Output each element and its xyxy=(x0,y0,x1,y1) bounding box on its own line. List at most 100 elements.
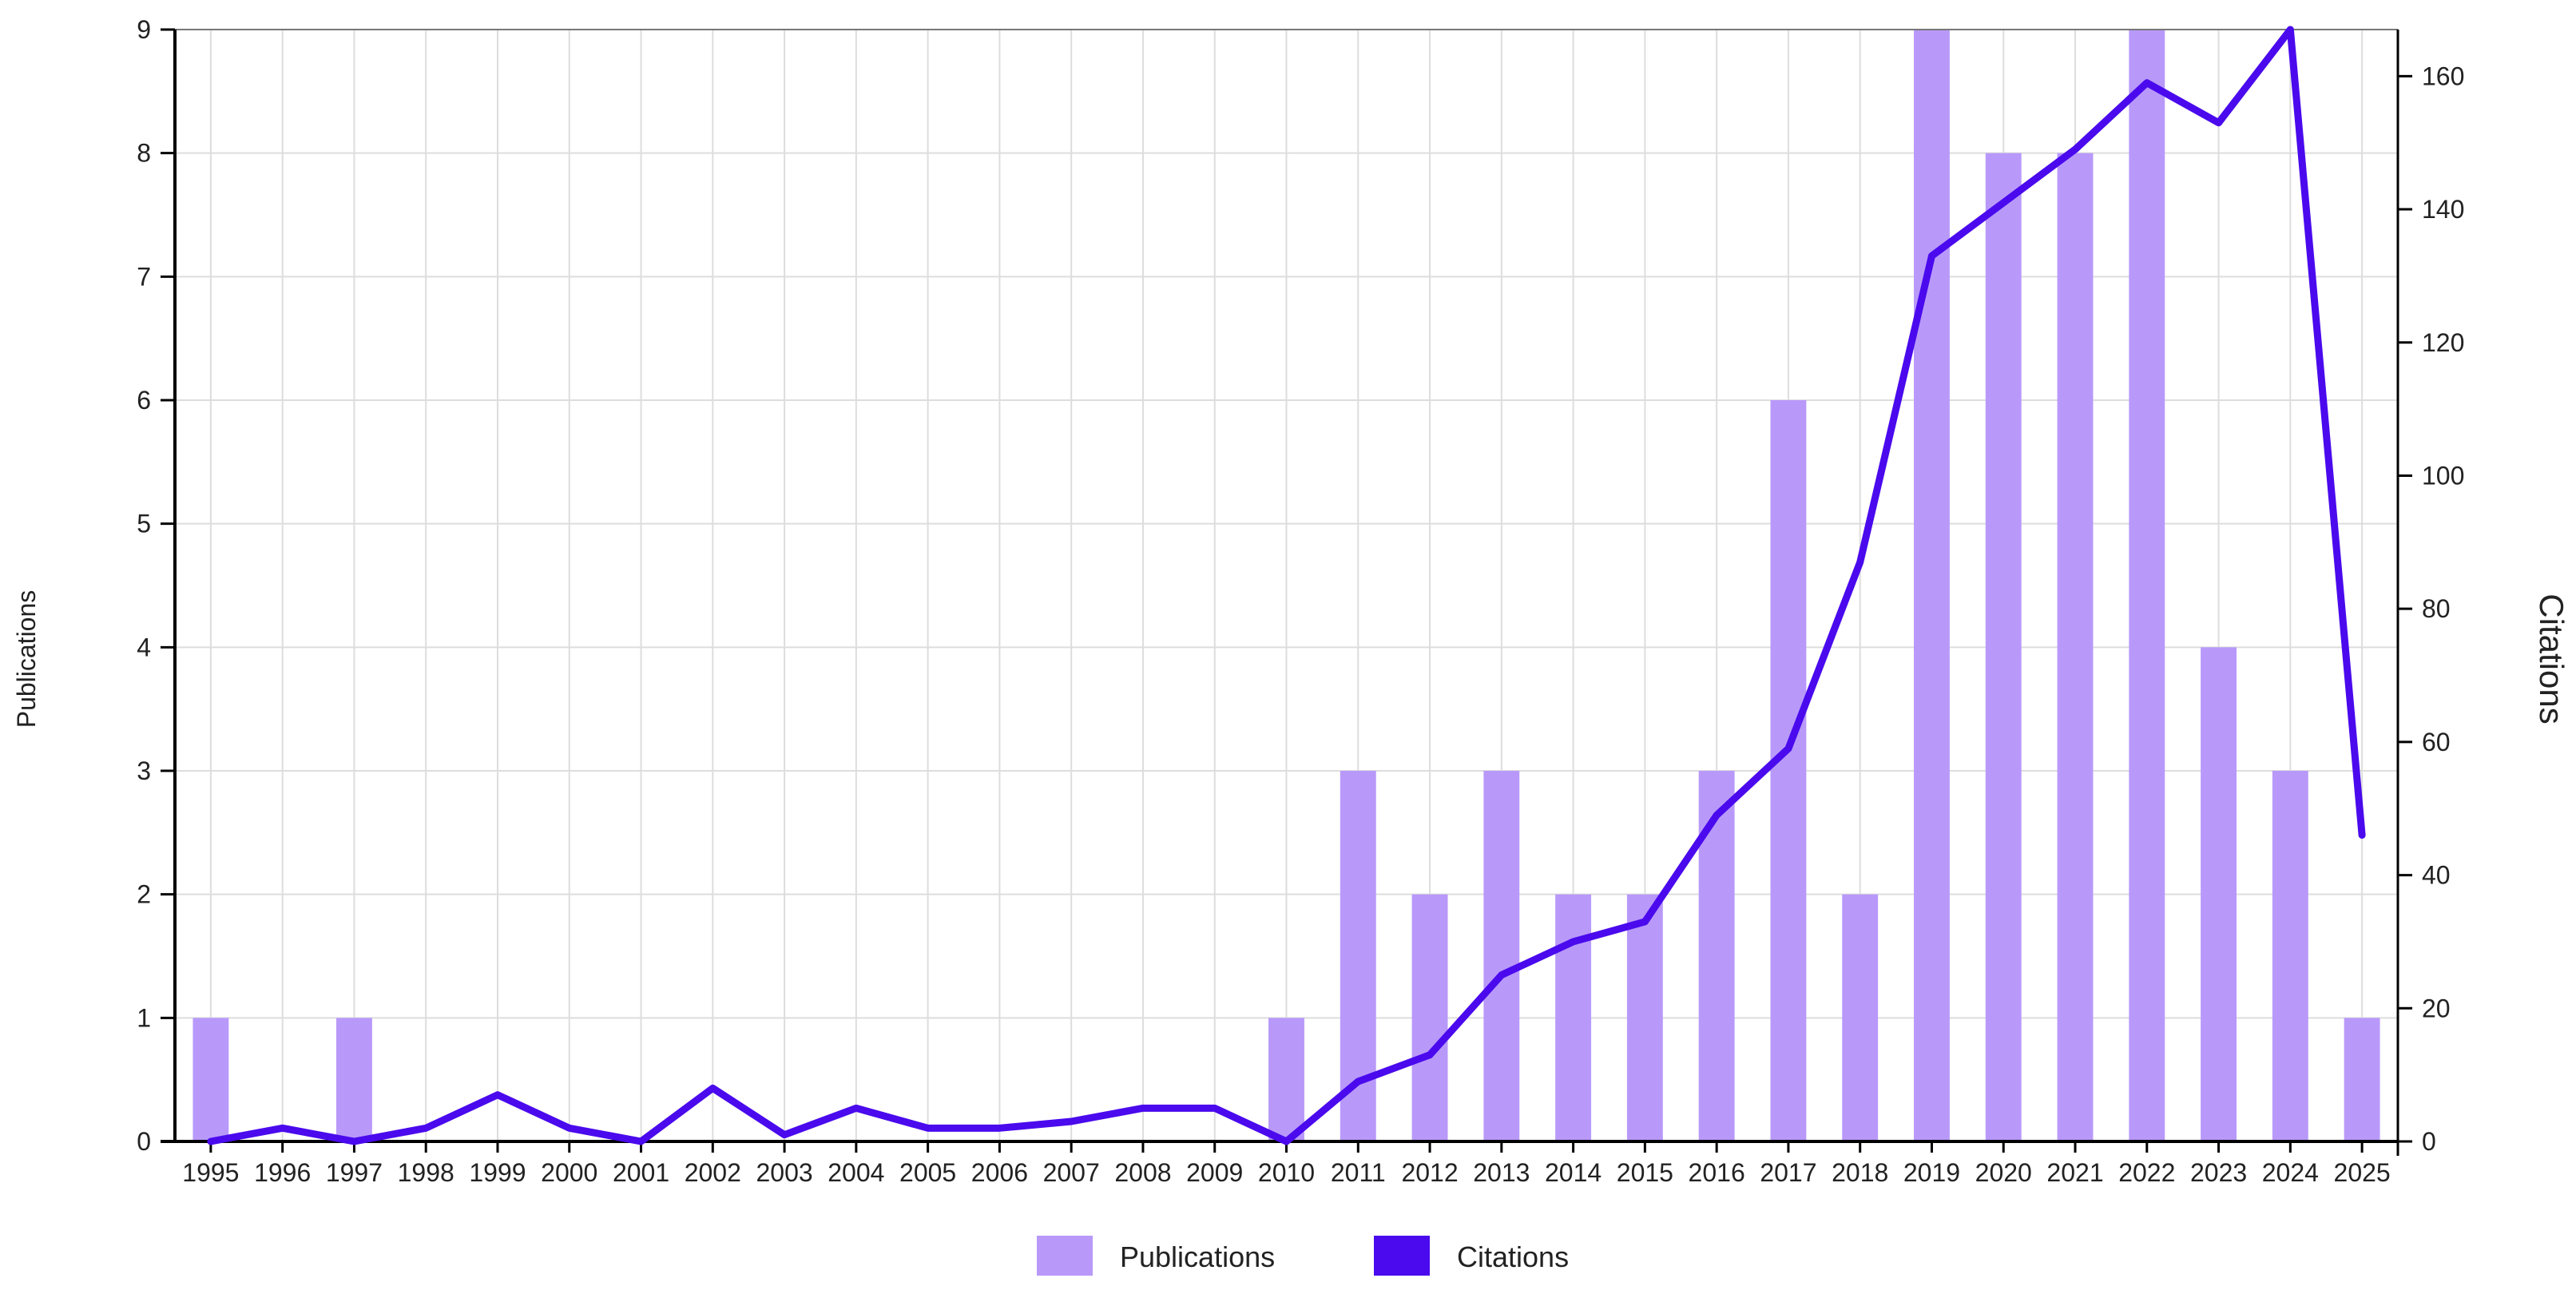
bar-publications-2017 xyxy=(1770,400,1807,1141)
x-tick-label: 2004 xyxy=(828,1158,884,1187)
y2-tick-label: 20 xyxy=(2422,994,2451,1022)
x-tick-label: 2021 xyxy=(2046,1158,2103,1187)
x-tick-label: 2002 xyxy=(685,1158,741,1187)
citations-point-2012 xyxy=(1429,1054,1431,1056)
citations-point-1995 xyxy=(209,1141,212,1142)
y-tick-label: 0 xyxy=(137,1127,151,1156)
x-tick-label: 1998 xyxy=(398,1158,454,1187)
line-layer xyxy=(207,26,2366,1145)
x-tick-label: 2025 xyxy=(2334,1158,2391,1187)
citations-point-2025 xyxy=(2361,834,2364,836)
citations-point-2005 xyxy=(927,1127,929,1129)
citations-point-2004 xyxy=(855,1107,857,1109)
citations-point-2007 xyxy=(1070,1120,1073,1122)
y-axis-title: Publications xyxy=(12,590,41,728)
citations-point-2023 xyxy=(2217,121,2220,124)
x-tick-label: 2019 xyxy=(1903,1158,1960,1187)
bar-publications-2022 xyxy=(2129,30,2165,1141)
bar-publications-1997 xyxy=(335,1018,372,1141)
citations-point-2009 xyxy=(1213,1107,1216,1109)
y2-tick-label: 0 xyxy=(2422,1127,2436,1156)
bar-publications-2023 xyxy=(2201,647,2237,1141)
bar-layer xyxy=(193,30,2380,1142)
citations-point-2000 xyxy=(568,1127,570,1129)
x-tick-label: 2024 xyxy=(2262,1158,2319,1187)
legend-label-publications: Publications xyxy=(1120,1240,1275,1273)
bar-publications-2024 xyxy=(2272,771,2308,1141)
x-tick-label: 2005 xyxy=(899,1158,956,1187)
legend-swatch-citations xyxy=(1374,1236,1430,1276)
citations-point-2024 xyxy=(2289,29,2292,30)
bar-publications-2016 xyxy=(1698,771,1735,1141)
citations-point-2015 xyxy=(1644,920,1646,923)
bar-publications-2021 xyxy=(2057,153,2094,1142)
bar-publications-2014 xyxy=(1555,894,1592,1141)
citations-point-2002 xyxy=(712,1087,714,1090)
legend: Publications Citations xyxy=(1037,1236,1569,1276)
x-tick-label: 2007 xyxy=(1043,1158,1100,1187)
x-tick-label: 2020 xyxy=(1975,1158,2032,1187)
citations-point-2020 xyxy=(2002,201,2005,204)
citations-point-2003 xyxy=(784,1133,786,1136)
y2-axis-title: Citations xyxy=(2533,593,2570,724)
bar-publications-1995 xyxy=(193,1018,229,1141)
y2-tick-label: 40 xyxy=(2422,861,2451,890)
bar-publications-2018 xyxy=(1842,894,1879,1141)
x-tick-label: 2011 xyxy=(1331,1158,1386,1187)
y-tick-label: 8 xyxy=(137,139,151,168)
y-tick-label: 3 xyxy=(137,756,151,785)
y-tick-label: 5 xyxy=(137,510,151,538)
x-tick-label: 2013 xyxy=(1473,1158,1530,1187)
bar-publications-2019 xyxy=(1914,30,1950,1141)
citations-point-1996 xyxy=(281,1127,284,1129)
y-tick-label: 2 xyxy=(137,880,151,909)
citations-point-2022 xyxy=(2145,81,2148,84)
x-tick-label: 2009 xyxy=(1186,1158,1243,1187)
bar-publications-2010 xyxy=(1268,1018,1304,1141)
citations-point-1997 xyxy=(353,1141,355,1142)
y2-tick-label: 160 xyxy=(2422,62,2464,90)
citations-point-2018 xyxy=(1859,561,1861,563)
x-tick-label: 2018 xyxy=(1832,1158,1888,1187)
y2-tick-label: 140 xyxy=(2422,195,2464,224)
y-tick-label: 7 xyxy=(137,262,151,291)
x-tick-label: 2014 xyxy=(1545,1158,1602,1187)
x-tick-label: 2022 xyxy=(2118,1158,2175,1187)
citations-point-2021 xyxy=(2074,149,2077,151)
citations-point-1998 xyxy=(425,1127,427,1129)
bar-publications-2015 xyxy=(1626,894,1663,1141)
citations-point-2013 xyxy=(1500,974,1502,976)
x-tick-label: 2016 xyxy=(1689,1158,1745,1187)
x-tick-label: 2017 xyxy=(1760,1158,1816,1187)
y-tick-label: 1 xyxy=(137,1003,151,1032)
y-tick-label: 9 xyxy=(137,15,151,44)
citations-point-2001 xyxy=(640,1141,642,1142)
citations-point-2010 xyxy=(1285,1141,1288,1142)
citations-point-2011 xyxy=(1357,1080,1359,1082)
x-tick-label: 1997 xyxy=(326,1158,383,1187)
citations-point-2017 xyxy=(1787,748,1789,750)
x-tick-label: 2006 xyxy=(971,1158,1028,1187)
x-tick-label: 2003 xyxy=(756,1158,812,1187)
citations-point-2014 xyxy=(1572,940,1574,943)
y-tick-label: 4 xyxy=(137,633,151,661)
x-tick-label: 2015 xyxy=(1617,1158,1673,1187)
citations-point-2019 xyxy=(1931,255,1933,257)
x-tick-label: 2008 xyxy=(1114,1158,1171,1187)
x-tick-label: 1999 xyxy=(469,1158,526,1187)
legend-swatch-publications xyxy=(1037,1236,1093,1276)
x-tick-label: 1996 xyxy=(254,1158,311,1187)
x-tick-label: 2023 xyxy=(2190,1158,2247,1187)
y2-tick-label: 80 xyxy=(2422,594,2451,623)
x-tick-label: 2012 xyxy=(1401,1158,1458,1187)
x-tick-label: 2010 xyxy=(1258,1158,1315,1187)
bar-publications-2025 xyxy=(2344,1018,2380,1141)
y2-tick-label: 120 xyxy=(2422,328,2464,357)
citations-point-2006 xyxy=(998,1127,1001,1129)
x-tick-label: 1995 xyxy=(182,1158,239,1187)
y2-tick-label: 100 xyxy=(2422,461,2464,490)
bar-publications-2020 xyxy=(1985,153,2022,1142)
bar-publications-2012 xyxy=(1411,894,1448,1141)
x-tick-label: 2000 xyxy=(541,1158,597,1187)
